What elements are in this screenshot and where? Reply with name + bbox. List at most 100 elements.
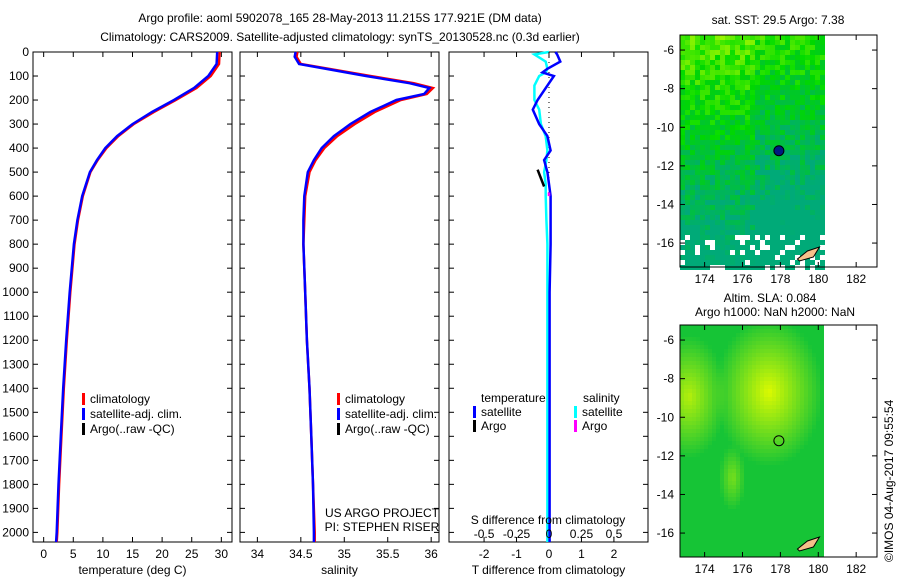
map-cell (748, 401, 752, 405)
map-cell (680, 537, 684, 541)
map-cell (705, 115, 710, 120)
map-cell (740, 100, 745, 105)
map-cell (700, 357, 704, 361)
map-cell (760, 353, 764, 357)
map-cell (705, 105, 710, 110)
legend-label: satellite-adj. clim. (90, 407, 182, 421)
map-cell (740, 333, 744, 337)
map-cell (785, 55, 790, 60)
map-cell (776, 541, 780, 545)
map-cell (764, 365, 768, 369)
map-cell (725, 175, 730, 180)
map-cell (716, 381, 720, 385)
map-cell (736, 537, 740, 541)
map-cell (704, 525, 708, 529)
map-cell (780, 521, 784, 525)
map-cell (776, 381, 780, 385)
map-cell (705, 150, 710, 155)
map-cell (712, 461, 716, 465)
map-cell (780, 255, 785, 260)
map-cell (732, 397, 736, 401)
map-cell (736, 357, 740, 361)
map-cell (810, 40, 815, 45)
map-cell (724, 373, 728, 377)
map-cell (735, 225, 740, 230)
map-cell (715, 65, 720, 70)
map-cell (804, 381, 808, 385)
map-cell (780, 230, 785, 235)
map-cell (732, 505, 736, 509)
map-cell (680, 385, 684, 389)
map-cell (808, 369, 812, 373)
map-cell (764, 509, 768, 513)
map-cell (780, 525, 784, 529)
map-cell (704, 481, 708, 485)
map-cell (732, 533, 736, 537)
map-cell (752, 433, 756, 437)
map-cell (748, 361, 752, 365)
map-cell (700, 255, 705, 260)
map-cell (780, 329, 784, 333)
map-cell (680, 35, 685, 40)
map-cell (696, 525, 700, 529)
map-cell (765, 65, 770, 70)
map-cell (772, 433, 776, 437)
map-cell (815, 190, 820, 195)
map-cell (800, 417, 804, 421)
map-cell (756, 449, 760, 453)
map-cell (735, 170, 740, 175)
map-cell (688, 389, 692, 393)
map-cell (796, 489, 800, 493)
map-cell (788, 397, 792, 401)
map-cell (720, 130, 725, 135)
map-cell (704, 529, 708, 533)
map-cell (805, 160, 810, 165)
map-cell (716, 541, 720, 545)
map-cell (790, 45, 795, 50)
map-cell (755, 90, 760, 95)
map-cell (720, 409, 724, 413)
map-cell (715, 170, 720, 175)
map-cell (690, 260, 695, 265)
map-cell (784, 361, 788, 365)
map-cell (720, 195, 725, 200)
map-cell (704, 545, 708, 549)
map-cell (728, 461, 732, 465)
map-cell (792, 397, 796, 401)
map-cell (720, 160, 725, 165)
map-cell (716, 497, 720, 501)
map-cell (808, 429, 812, 433)
map-cell (716, 421, 720, 425)
map-cell (720, 453, 724, 457)
map-cell (732, 529, 736, 533)
map-cell (788, 541, 792, 545)
map-cell (760, 165, 765, 170)
map-cell (680, 145, 685, 150)
map-cell (685, 160, 690, 165)
map-cell (720, 501, 724, 505)
map-cell (765, 55, 770, 60)
map-cell (712, 433, 716, 437)
map-cell (790, 90, 795, 95)
map-cell (716, 433, 720, 437)
map-cell (748, 461, 752, 465)
map-cell (760, 413, 764, 417)
map-cell (780, 433, 784, 437)
map-cell (685, 260, 690, 265)
lon-tick-label: 178 (770, 272, 790, 286)
map-cell (712, 501, 716, 505)
map-cell (740, 190, 745, 195)
map-cell (744, 385, 748, 389)
map-cell (780, 250, 785, 255)
map-cell (736, 465, 740, 469)
map-cell (745, 95, 750, 100)
map-cell (750, 260, 755, 265)
map-cell (684, 437, 688, 441)
map-cell (695, 100, 700, 105)
map-cell (708, 517, 712, 521)
map-cell (764, 433, 768, 437)
map-cell (725, 50, 730, 55)
x-tick-label: 35 (338, 547, 352, 561)
map-cell (700, 90, 705, 95)
map-cell (755, 100, 760, 105)
